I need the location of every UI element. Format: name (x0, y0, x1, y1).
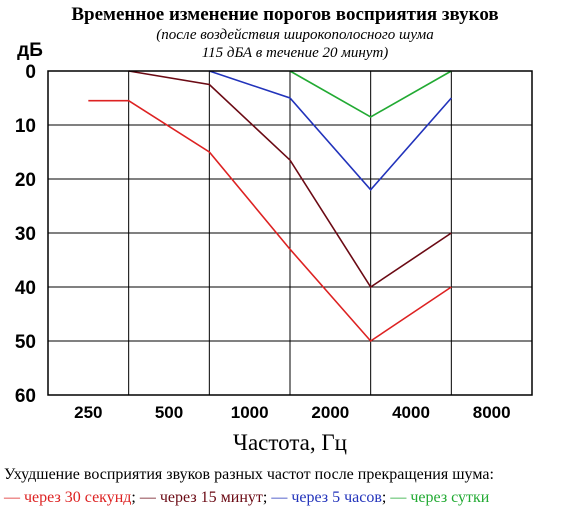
series-lines (88, 70, 452, 343)
y-tick-labels: 0 10 20 30 40 50 60 (15, 62, 36, 407)
y-tick-label: 40 (15, 278, 36, 299)
y-tick-label: 30 (15, 224, 36, 245)
series-line-3 (209, 70, 452, 192)
legend-entry-1: — через 30 секунд (3, 489, 131, 506)
series-line-1 (88, 99, 452, 343)
y-tick-label: 20 (15, 170, 36, 191)
x-axis-label: Частота, Гц (233, 430, 347, 455)
chart-subtitle-line-1: (после воздействия широкополосного шума (156, 27, 433, 43)
chart-title: Временное изменение порогов восприятия з… (71, 4, 498, 25)
chart-subtitle-line-2: 115 дБА в течение 20 минут) (202, 45, 389, 61)
legend-entry-2: — через 15 минут (136, 489, 263, 506)
legend: — через 30 секунд; — через 15 минут; — ч… (3, 489, 490, 506)
y-axis-label: дБ (17, 40, 43, 61)
x-tick-label: 4000 (392, 403, 430, 422)
legend-entry-3: — через 5 часов (267, 489, 382, 506)
x-tick-label: 250 (74, 403, 102, 422)
y-tick-label: 50 (15, 332, 36, 353)
x-tick-labels: 250 500 1000 2000 4000 8000 (74, 403, 510, 422)
x-tick-label: 2000 (311, 403, 349, 422)
legend-separator: ; (382, 489, 386, 506)
x-tick-label: 8000 (473, 403, 511, 422)
series-line-4 (289, 70, 452, 118)
legend-separator: ; (263, 489, 267, 506)
legend-entries: — через 30 секунд; — через 15 минут; — ч… (3, 489, 490, 506)
y-tick-label: 0 (25, 62, 36, 83)
plot-frame (47, 70, 533, 396)
legend-note: Ухудшение восприятия звуков разных часто… (4, 466, 494, 483)
x-tick-label: 500 (155, 403, 183, 422)
y-tick-label: 10 (15, 116, 36, 137)
legend-separator: ; (131, 489, 135, 506)
legend-entry-4: — через сутки (386, 489, 489, 506)
y-tick-label: 60 (15, 386, 36, 407)
grid (48, 71, 532, 395)
x-tick-label: 1000 (231, 403, 269, 422)
series-line-2 (128, 70, 452, 289)
